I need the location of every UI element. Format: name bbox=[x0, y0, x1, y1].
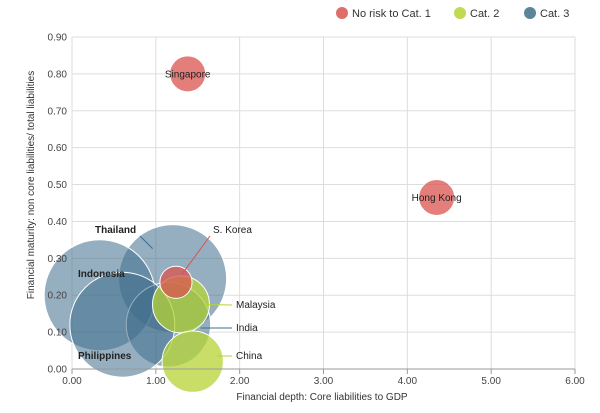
x-axis-title: Financial depth: Core liabilities to GDP bbox=[236, 392, 408, 403]
bubble-label: India bbox=[236, 323, 258, 334]
legend-marker bbox=[336, 7, 348, 19]
x-tick-label: 3.00 bbox=[314, 376, 334, 387]
y-tick-label: 0.60 bbox=[48, 143, 68, 154]
bubble-label: Thailand bbox=[95, 225, 136, 236]
x-tick-label: 2.00 bbox=[230, 376, 250, 387]
x-tick-label: 5.00 bbox=[481, 376, 501, 387]
y-tick-label: 0.40 bbox=[48, 217, 68, 228]
y-axis-title: Financial maturity: non core liabilities… bbox=[26, 71, 37, 299]
y-tick-label: 0.50 bbox=[48, 180, 68, 191]
bubble-label: S. Korea bbox=[213, 225, 252, 236]
legend-label: Cat. 3 bbox=[540, 8, 569, 20]
y-tick-label: 0.70 bbox=[48, 106, 68, 117]
legend-item[interactable]: Cat. 3 bbox=[524, 7, 569, 20]
y-tick-label: 0.90 bbox=[48, 33, 68, 44]
bubble-label: Malaysia bbox=[236, 300, 276, 311]
bubble-s-korea[interactable] bbox=[159, 265, 193, 299]
leader-line bbox=[181, 235, 211, 275]
bubble-label: China bbox=[236, 351, 263, 362]
legend: No risk to Cat. 1 Cat. 2 Cat. 3 bbox=[336, 7, 569, 20]
bubble-singapore[interactable] bbox=[169, 55, 207, 93]
bubble-label: Indonesia bbox=[78, 269, 125, 280]
legend-label: Cat. 2 bbox=[470, 8, 499, 20]
bubble-label: Philippines bbox=[78, 351, 132, 362]
legend-marker bbox=[524, 7, 536, 19]
x-tick-label: 0.00 bbox=[62, 376, 82, 387]
x-tick-label: 4.00 bbox=[398, 376, 418, 387]
grid bbox=[71, 36, 576, 370]
y-tick-label: 0.00 bbox=[48, 365, 68, 376]
legend-item[interactable]: Cat. 2 bbox=[454, 7, 499, 20]
y-tick-label: 0.10 bbox=[48, 328, 68, 339]
bubble-label: Hong Kong bbox=[412, 193, 462, 204]
leader-line bbox=[205, 303, 233, 306]
x-tick-label: 6.00 bbox=[565, 376, 585, 387]
axes: 0.00 0.10 0.20 0.30 0.40 0.50 0.60 0.70 0.80 0.90… bbox=[48, 33, 586, 388]
legend-label: No risk to Cat. 1 bbox=[352, 8, 431, 20]
legend-item[interactable]: No risk to Cat. 1 bbox=[336, 7, 431, 20]
y-tick-label: 0.20 bbox=[48, 291, 68, 302]
bubble-china[interactable] bbox=[161, 330, 224, 393]
callouts-layer: Singapore Hong Kong S. Korea Malaysia China T… bbox=[78, 69, 462, 362]
leader-line bbox=[139, 235, 153, 249]
legend-marker bbox=[454, 7, 466, 19]
bubble-hong-kong[interactable] bbox=[418, 178, 456, 216]
bubbles-layer bbox=[43, 55, 456, 393]
bubble-label: Singapore bbox=[165, 69, 211, 80]
x-tick-label: 1.00 bbox=[146, 376, 166, 387]
y-tick-label: 0.30 bbox=[48, 254, 68, 265]
y-tick-label: 0.80 bbox=[48, 69, 68, 80]
